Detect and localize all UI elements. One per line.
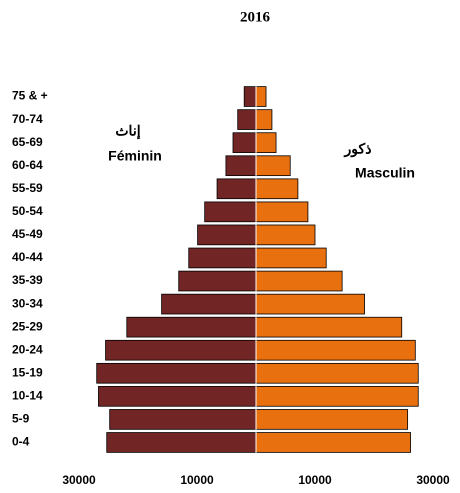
bar (105, 339, 257, 361)
bar (197, 224, 257, 246)
legend-label: إناث (115, 123, 140, 141)
y-tick-label: 45-49 (12, 227, 43, 241)
legend-label: ذكور (344, 141, 372, 158)
bar (178, 270, 257, 292)
bar (237, 109, 257, 130)
bar (255, 362, 419, 384)
chart-title: 2016 (240, 9, 271, 25)
y-tick-label: 10-14 (12, 389, 43, 403)
bar (255, 109, 273, 130)
y-tick-label: 15-19 (12, 365, 43, 379)
y-tick-label: 50-54 (12, 204, 43, 218)
bar (225, 155, 257, 177)
x-tick-label: 10000 (180, 473, 214, 487)
bar (204, 201, 257, 223)
x-tick-label: 30000 (416, 473, 450, 487)
y-tick-label: 35-39 (12, 273, 43, 287)
bar (161, 293, 257, 315)
bar (255, 201, 309, 223)
bar (255, 224, 316, 246)
y-tick-label: 60-64 (12, 158, 43, 172)
bar (255, 386, 419, 407)
y-tick-label: 5-9 (12, 412, 30, 426)
bar (255, 155, 291, 177)
bar (188, 247, 257, 269)
bar (255, 293, 365, 315)
bar (255, 270, 343, 292)
bar (255, 178, 299, 200)
bar (98, 386, 257, 407)
bar (232, 132, 257, 153)
y-tick-label: 65-69 (12, 135, 43, 149)
y-tick-label: 70-74 (12, 112, 43, 126)
bar (255, 432, 411, 453)
legend-label: Masculin (355, 165, 415, 181)
y-tick-label: 75 & + (12, 89, 48, 103)
y-tick-label: 25-29 (12, 319, 43, 333)
bar (243, 86, 257, 107)
bar (96, 362, 257, 384)
bar (106, 432, 257, 453)
y-tick-label: 55-59 (12, 181, 43, 195)
bar (255, 132, 277, 153)
legend-label: Féminin (108, 148, 162, 164)
x-tick-label: 10000 (298, 473, 332, 487)
y-tick-label: 30-34 (12, 296, 43, 310)
bar (255, 316, 403, 338)
y-tick-label: 40-44 (12, 250, 43, 264)
y-tick-label: 0-4 (12, 435, 30, 449)
y-tick-label: 20-24 (12, 342, 43, 356)
bar (255, 247, 327, 269)
bar (126, 316, 257, 338)
bar (255, 339, 416, 361)
bar (255, 86, 267, 107)
bar (255, 409, 409, 430)
bar (216, 178, 257, 200)
bar (109, 409, 257, 430)
x-tick-label: 30000 (62, 473, 96, 487)
